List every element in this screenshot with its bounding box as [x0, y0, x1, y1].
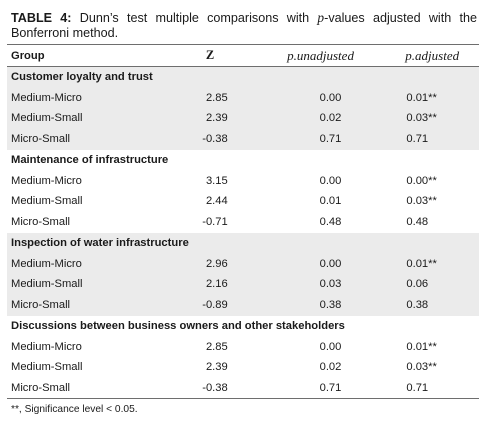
section-header-row: Maintenance of infrastructure	[7, 150, 479, 171]
cell-p-unadjusted: 0.00	[255, 253, 386, 274]
cell-p-unadjusted: 0.03	[255, 274, 386, 295]
table-row: Medium-Small 2.44 0.01 0.03**	[7, 191, 479, 212]
cell-p-adjusted: 0.03**	[406, 361, 437, 374]
cell-group: Medium-Small	[7, 108, 165, 129]
section-title: Inspection of water infrastructure	[7, 232, 479, 254]
section-header-row: Discussions between business owners and …	[7, 316, 479, 337]
table-row: Medium-Micro 2.96 0.00 0.01**	[7, 253, 479, 274]
caption-text-before: Dunn’s test multiple comparisons with	[79, 11, 310, 25]
cell-z: -0.38	[164, 377, 256, 399]
section-title: Discussions between business owners and …	[11, 319, 345, 332]
cell-p-adjusted: 0.71	[385, 377, 479, 399]
cell-p-adjusted: 0.01**	[385, 253, 479, 274]
cell-z: 2.44	[205, 195, 228, 208]
cell-p-adjusted: 0.48	[406, 216, 429, 229]
cell-group: Medium-Micro	[7, 87, 165, 108]
cell-z: 2.85	[205, 340, 228, 353]
cell-group: Medium-Small	[11, 195, 83, 208]
table-row: Medium-Small 2.39 0.02 0.03**	[7, 357, 479, 378]
cell-p-adjusted: 0.71	[385, 128, 479, 150]
section-title: Maintenance of infrastructure	[11, 153, 169, 166]
table-row: Medium-Micro 2.85 0.00 0.01**	[7, 87, 479, 108]
cell-p-unadjusted: 0.71	[255, 128, 386, 150]
cell-group: Micro-Small	[7, 128, 165, 150]
cell-z: 2.96	[164, 253, 256, 274]
caption-p-italic: p	[317, 10, 325, 25]
section-header-row: Customer loyalty and trust	[7, 66, 479, 88]
cell-group: Medium-Micro	[11, 174, 82, 187]
header-p-unadjusted: p.unadjusted	[255, 44, 386, 67]
table-row: Medium-Small 2.39 0.02 0.03**	[7, 108, 479, 129]
cell-z: 2.39	[164, 108, 256, 129]
header-p-adjusted-label: p.adjusted	[405, 47, 460, 63]
cell-z: 2.16	[164, 274, 256, 295]
header-group: Group	[7, 44, 165, 67]
table-header-row: Group Z p.unadjusted p.adjusted	[7, 44, 479, 67]
table-caption: TABLE 4: Dunn’s test multiple comparison…	[11, 10, 477, 41]
cell-p-unadjusted: 0.01	[319, 195, 342, 208]
section-header-row: Inspection of water infrastructure	[7, 232, 479, 254]
cell-p-adjusted: 0.00**	[406, 174, 437, 187]
cell-group: Medium-Micro	[11, 340, 82, 353]
cell-p-adjusted: 0.03**	[406, 195, 437, 208]
table-row: Medium-Micro 2.85 0.00 0.01**	[7, 336, 479, 357]
cell-p-adjusted: 0.03**	[385, 108, 479, 129]
cell-p-unadjusted: 0.38	[255, 294, 386, 316]
table-row: Micro-Small -0.89 0.38 0.38	[7, 294, 479, 316]
table-label: TABLE 4:	[11, 11, 72, 25]
cell-group: Medium-Small	[7, 274, 165, 295]
cell-z: -0.71	[202, 216, 228, 229]
cell-z: 2.85	[164, 87, 256, 108]
cell-p-unadjusted: 0.02	[319, 361, 342, 374]
cell-group: Medium-Micro	[7, 253, 165, 274]
cell-group: Micro-Small	[11, 216, 71, 229]
cell-p-adjusted: 0.01**	[385, 87, 479, 108]
cell-p-unadjusted: 0.02	[255, 108, 386, 129]
caption-text-after: -values adjusted with the Bonferroni met…	[11, 11, 477, 40]
cell-group: Medium-Small	[11, 361, 83, 374]
dunn-test-table: Group Z p.unadjusted p.adjusted Customer…	[7, 44, 479, 399]
header-p-unadjusted-label: p.unadjusted	[287, 47, 354, 63]
section-title: Customer loyalty and trust	[7, 66, 479, 88]
header-p-adjusted: p.adjusted	[385, 44, 479, 67]
cell-z: -0.38	[164, 128, 256, 150]
cell-p-unadjusted: 0.71	[255, 377, 386, 399]
cell-z: 2.39	[205, 361, 228, 374]
cell-p-unadjusted: 0.00	[319, 174, 342, 187]
cell-p-unadjusted: 0.00	[255, 87, 386, 108]
table-row: Medium-Small 2.16 0.03 0.06	[7, 274, 479, 295]
cell-p-adjusted: 0.01**	[406, 340, 437, 353]
cell-p-adjusted: 0.06	[385, 274, 479, 295]
table-footnote: **, Significance level < 0.05.	[11, 404, 138, 415]
header-z: Z	[164, 44, 256, 67]
table-row: Medium-Micro 3.15 0.00 0.00**	[7, 170, 479, 191]
cell-group: Micro-Small	[7, 377, 165, 399]
cell-z: 3.15	[205, 174, 228, 187]
cell-group: Micro-Small	[7, 294, 165, 316]
table-row: Micro-Small -0.38 0.71 0.71	[7, 128, 479, 150]
cell-p-unadjusted: 0.00	[319, 340, 342, 353]
table-row: Micro-Small -0.71 0.48 0.48	[7, 212, 479, 233]
table-row: Micro-Small -0.38 0.71 0.71	[7, 377, 479, 399]
cell-z: -0.89	[164, 294, 256, 316]
cell-p-adjusted: 0.38	[385, 294, 479, 316]
cell-p-unadjusted: 0.48	[319, 216, 342, 229]
table-body: Customer loyalty and trust Medium-Micro 2.…	[7, 66, 479, 399]
